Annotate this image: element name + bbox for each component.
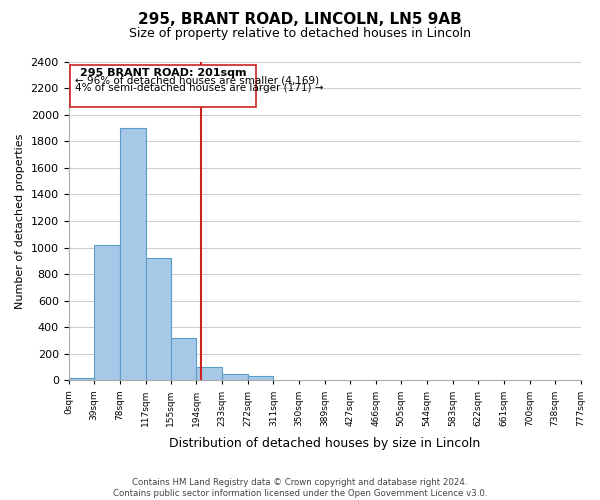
Bar bbox=[68, 378, 94, 380]
Text: 4% of semi-detached houses are larger (171) →: 4% of semi-detached houses are larger (1… bbox=[75, 84, 323, 94]
Bar bbox=[248, 376, 274, 380]
Bar bbox=[94, 245, 120, 380]
Y-axis label: Number of detached properties: Number of detached properties bbox=[15, 134, 25, 308]
Bar bbox=[222, 374, 248, 380]
Text: Size of property relative to detached houses in Lincoln: Size of property relative to detached ho… bbox=[129, 28, 471, 40]
Text: ← 96% of detached houses are smaller (4,169): ← 96% of detached houses are smaller (4,… bbox=[75, 76, 319, 86]
Text: 295 BRANT ROAD: 201sqm: 295 BRANT ROAD: 201sqm bbox=[80, 68, 247, 78]
Bar bbox=[196, 366, 222, 380]
FancyBboxPatch shape bbox=[70, 66, 256, 108]
Text: Contains HM Land Registry data © Crown copyright and database right 2024.
Contai: Contains HM Land Registry data © Crown c… bbox=[113, 478, 487, 498]
Text: 295, BRANT ROAD, LINCOLN, LN5 9AB: 295, BRANT ROAD, LINCOLN, LN5 9AB bbox=[138, 12, 462, 28]
Bar bbox=[170, 338, 196, 380]
Bar bbox=[120, 128, 146, 380]
Bar bbox=[146, 258, 172, 380]
X-axis label: Distribution of detached houses by size in Lincoln: Distribution of detached houses by size … bbox=[169, 437, 480, 450]
